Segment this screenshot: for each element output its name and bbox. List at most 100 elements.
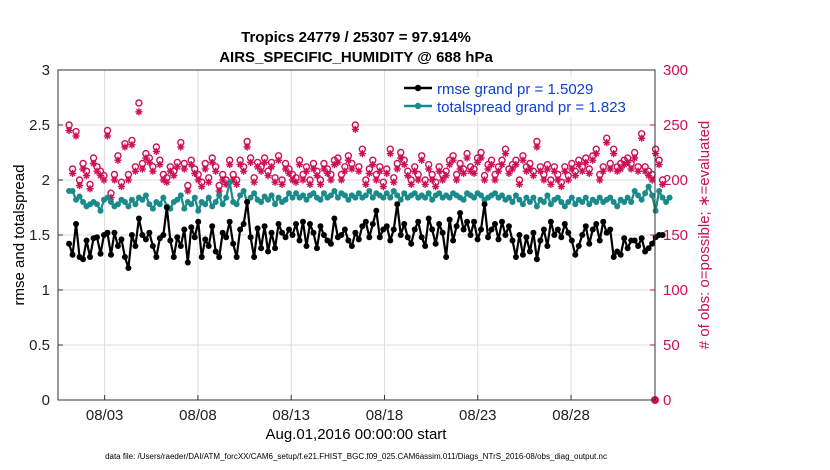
y-axis-label-right: # of obs: o=possible; ∗=evaluated — [696, 121, 713, 350]
totalspread-point — [268, 192, 275, 199]
totalspread-point — [628, 199, 635, 205]
obs-evaluated-point — [65, 126, 73, 135]
rmse-point — [69, 251, 76, 258]
obs-evaluated-point — [274, 156, 283, 164]
y-tick-label-right: 150 — [663, 227, 688, 244]
totalspread-point — [341, 192, 348, 199]
x-tick-label: 08/08 — [179, 407, 217, 424]
obs-evaluated-point — [512, 161, 520, 169]
totalspread-point — [303, 196, 310, 203]
totalspread-point — [233, 201, 240, 208]
totalspread-point — [191, 194, 198, 201]
obs-possible-point — [135, 99, 143, 107]
plot-frame — [57, 69, 656, 401]
totalspread-point — [310, 190, 317, 197]
obs-evaluated-point — [519, 156, 527, 164]
obs-evaluated-point — [383, 169, 391, 177]
obs-evaluated-point — [540, 176, 548, 184]
rmse-point — [87, 254, 94, 260]
rmse-point — [226, 218, 233, 225]
rmse-point — [554, 226, 561, 233]
totalspread-point — [631, 188, 638, 194]
rmse-point — [544, 243, 551, 249]
rmse-point — [453, 223, 460, 230]
totalspread-point — [317, 196, 324, 203]
rmse-point — [439, 229, 446, 236]
obs-evaluated-point — [655, 161, 663, 169]
obs-evaluated-point — [411, 167, 419, 175]
totalspread-point — [397, 196, 404, 203]
obs-evaluated-point — [323, 169, 332, 177]
obs-evaluated-point — [292, 178, 300, 186]
rmse-point — [184, 259, 191, 266]
totalspread-point — [352, 194, 359, 201]
totalspread-point — [383, 190, 390, 197]
rmse-point — [146, 229, 153, 236]
totalspread-point — [320, 190, 327, 197]
rmse-point — [523, 234, 530, 241]
obs-evaluated-point — [320, 165, 328, 173]
rmse-point — [195, 218, 202, 225]
totalspread-point — [272, 201, 279, 208]
obs-evaluated-point — [114, 156, 122, 164]
obs-evaluated-point — [267, 163, 276, 171]
obs-evaluated-point — [254, 163, 262, 171]
obs-evaluated-point — [578, 167, 586, 175]
totalspread-point — [565, 199, 572, 205]
y-tick-label-right: 300 — [663, 62, 688, 79]
rmse-point — [237, 226, 244, 233]
obs-evaluated-point — [459, 169, 468, 177]
y-tick-label-left: 2.5 — [29, 117, 50, 134]
rmse-point — [132, 243, 139, 249]
obs-evaluated-point — [243, 143, 251, 151]
rmse-point — [579, 232, 586, 238]
obs-evaluated-point — [75, 181, 84, 190]
obs-evaluated-point — [152, 147, 160, 155]
obs-evaluated-point — [142, 154, 150, 162]
rmse-point — [492, 221, 499, 227]
obs-evaluated-point — [498, 161, 506, 169]
totalspread-point — [132, 201, 139, 208]
obs-evaluated-point — [561, 167, 569, 175]
y-tick-label-right: 50 — [663, 337, 680, 354]
rmse-point — [135, 215, 142, 222]
totalspread-point — [533, 203, 540, 210]
rmse-point — [149, 243, 156, 249]
totalspread-point — [526, 199, 533, 205]
totalspread-point — [547, 201, 554, 208]
obs-evaluated-point — [187, 161, 195, 169]
obs-evaluated-point — [442, 172, 450, 180]
rmse-point — [212, 248, 219, 255]
totalspread-point — [512, 192, 519, 199]
obs-evaluated-point — [316, 180, 325, 188]
obs-evaluated-point — [407, 180, 415, 188]
totalspread-point — [114, 201, 121, 208]
totalspread-point — [558, 199, 565, 205]
obs-evaluated-point — [624, 158, 632, 166]
obs-evaluated-point — [627, 165, 635, 173]
totalspread-point — [128, 196, 135, 203]
obs-evaluated-point — [212, 167, 220, 175]
rmse-point — [512, 254, 519, 260]
rmse-point — [191, 234, 198, 241]
rmse-point — [519, 251, 526, 258]
obs-evaluated-point — [658, 180, 667, 188]
obs-evaluated-point — [170, 172, 178, 180]
rmse-point — [645, 245, 652, 252]
obs-evaluated-point — [501, 150, 510, 158]
rmse-point — [359, 223, 366, 230]
totalspread-point — [516, 196, 523, 203]
totalspread-point — [586, 201, 593, 208]
rmse-point — [373, 207, 380, 214]
rmse-point — [617, 251, 624, 258]
totalspread-point — [390, 188, 397, 194]
obs-evaluated-point — [198, 183, 206, 191]
totalspread-point — [394, 192, 401, 199]
rmse-point — [404, 234, 411, 241]
totalspread-point — [614, 203, 621, 210]
rmse-point — [209, 223, 216, 230]
rmse-point — [289, 232, 296, 238]
rmse-point — [568, 237, 575, 244]
totalspread-point — [94, 201, 101, 208]
obs-evaluated-point — [260, 158, 269, 166]
